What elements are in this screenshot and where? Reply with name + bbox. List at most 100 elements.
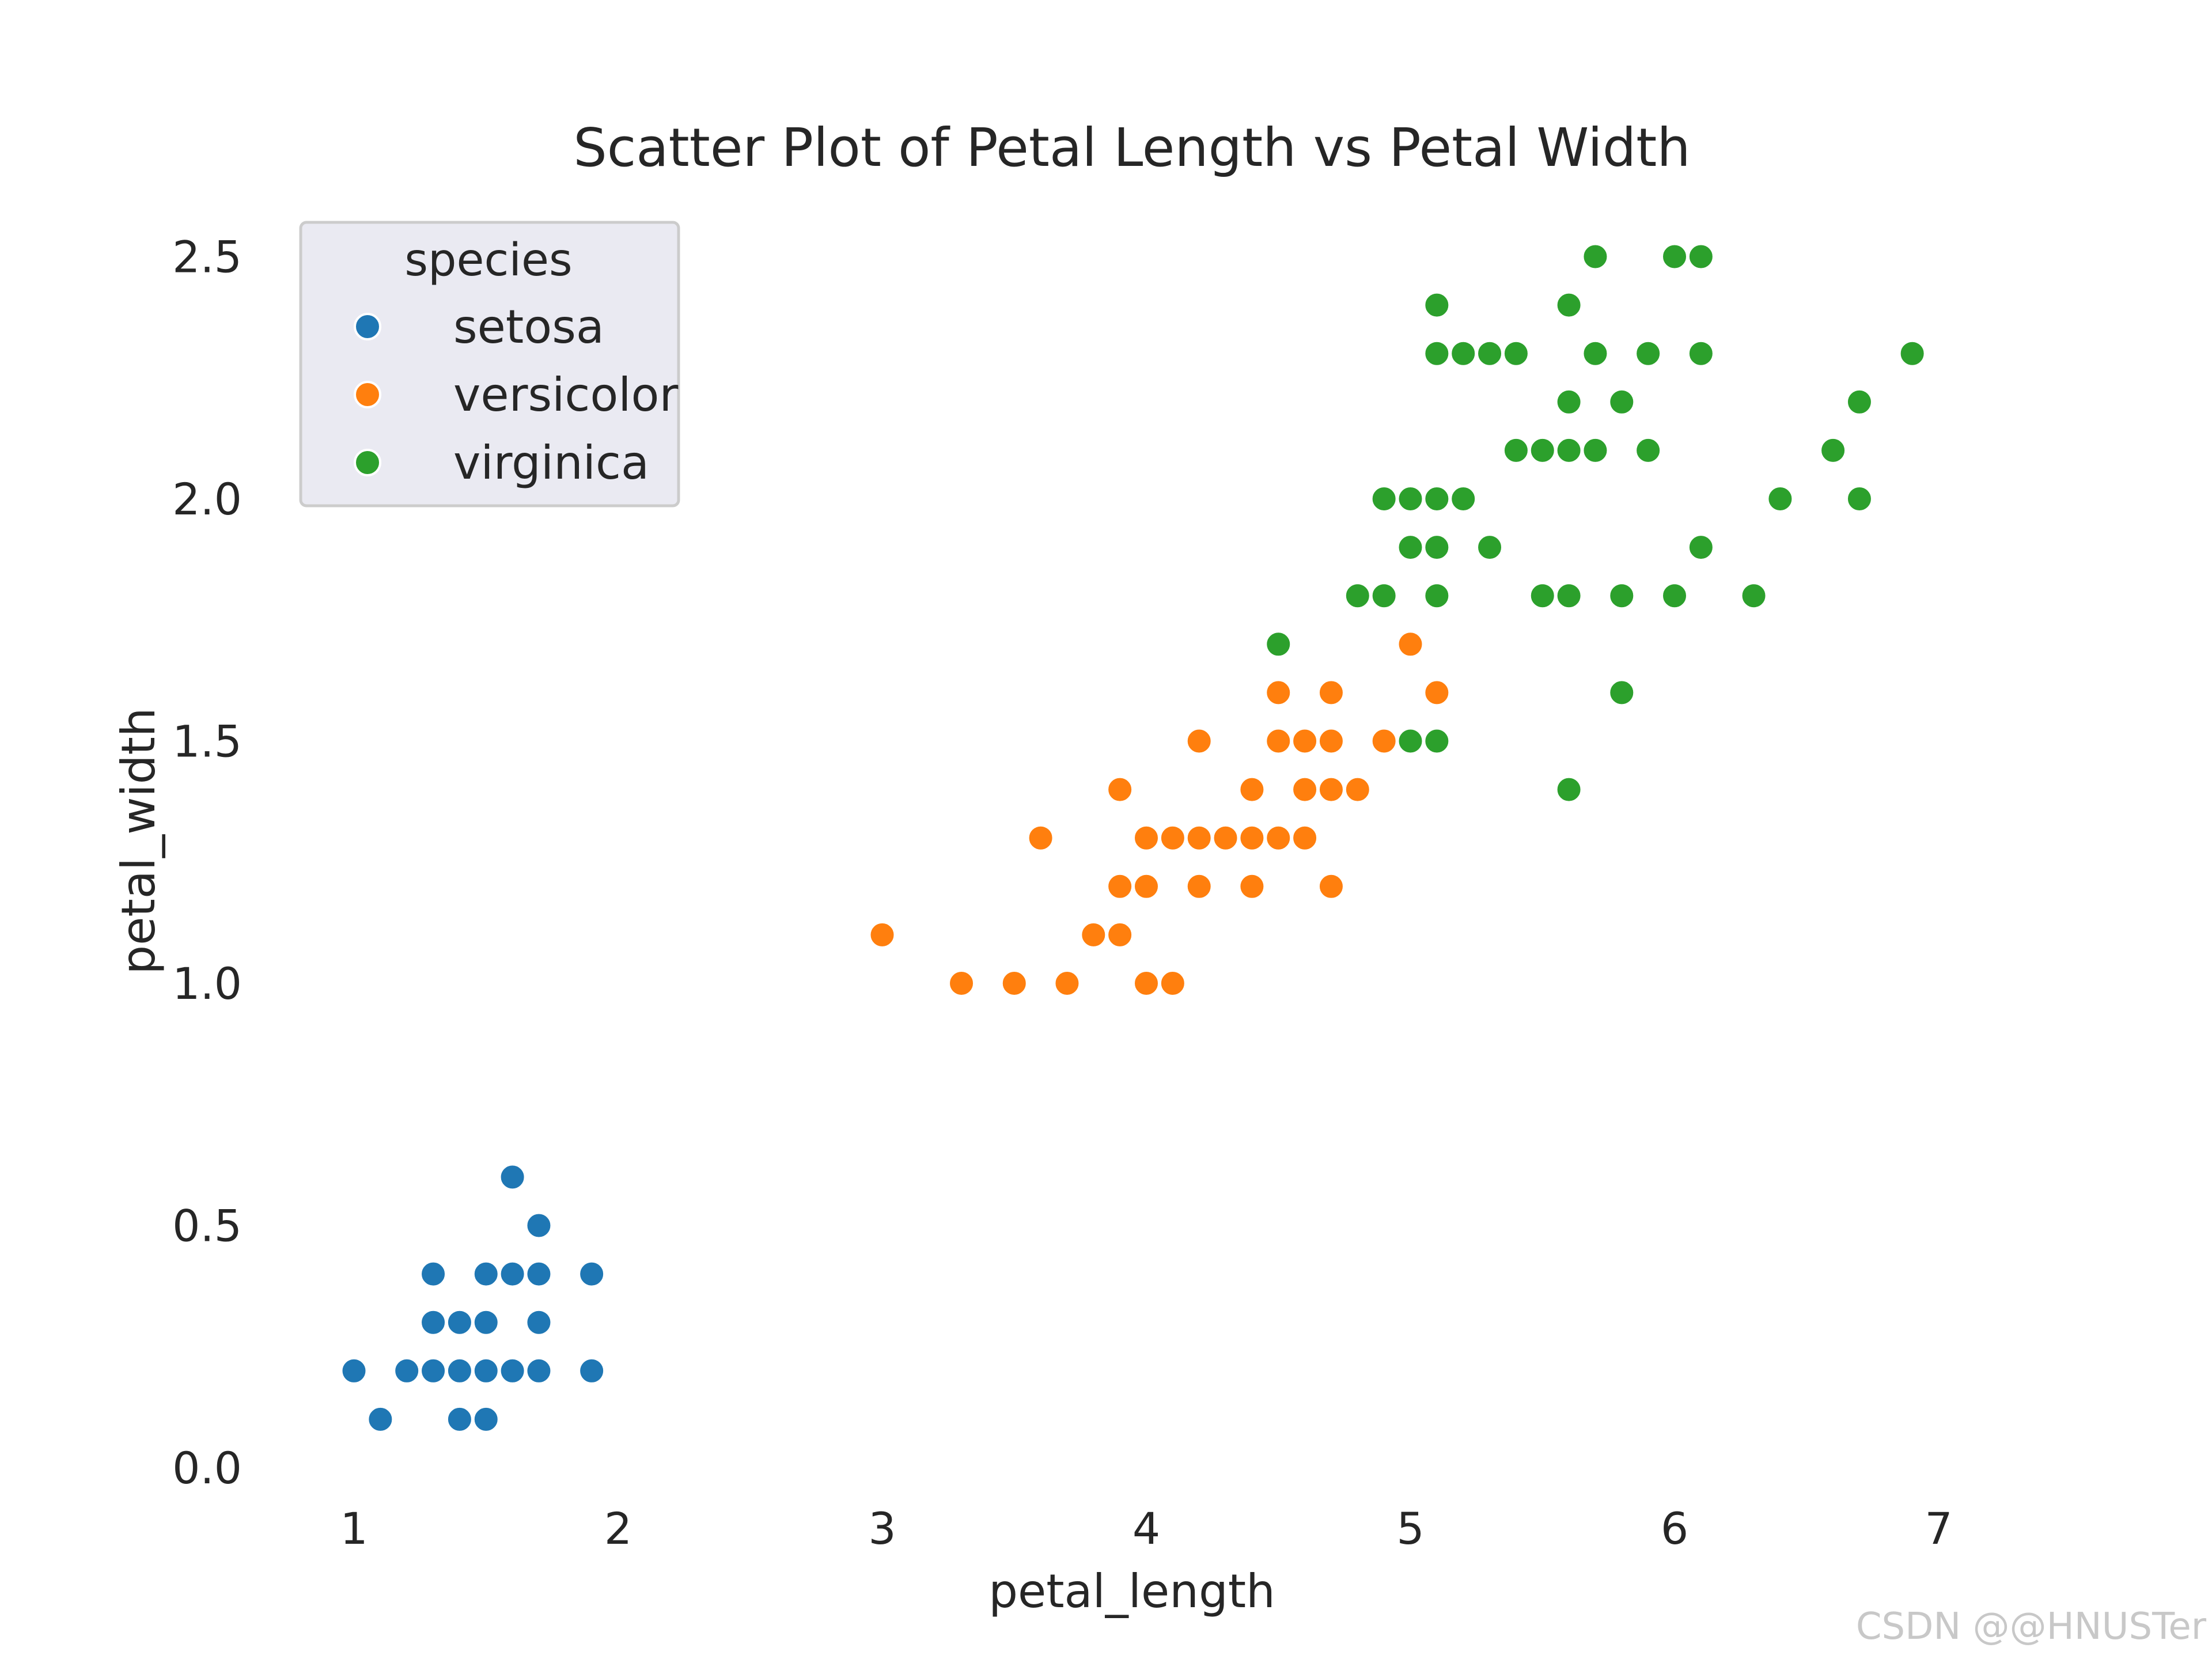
legend-marker (354, 313, 381, 340)
data-point (1185, 872, 1213, 900)
data-point (1238, 872, 1266, 900)
data-point (1106, 872, 1134, 900)
data-point (1528, 582, 1556, 610)
data-point (1423, 291, 1451, 319)
chart-title: Scatter Plot of Petal Length vs Petal Wi… (573, 117, 1690, 179)
data-point (1423, 582, 1451, 610)
data-point (1291, 775, 1319, 804)
data-point (1502, 339, 1530, 368)
data-point (419, 1260, 448, 1288)
data-point (525, 1260, 553, 1288)
data-point (1185, 727, 1213, 755)
data-point (1634, 339, 1662, 368)
data-point (1423, 727, 1451, 755)
data-point (1291, 824, 1319, 852)
data-point (1106, 775, 1134, 804)
data-point (1211, 824, 1240, 852)
data-point (1264, 630, 1293, 658)
data-point (1608, 582, 1636, 610)
x-tick-label: 7 (1925, 1503, 1952, 1554)
x-tick-label: 6 (1661, 1503, 1688, 1554)
data-point (1238, 824, 1266, 852)
data-point (1370, 582, 1398, 610)
data-point (1845, 485, 1873, 513)
data-point (1555, 436, 1583, 464)
data-point (1264, 727, 1293, 755)
data-point (1449, 485, 1478, 513)
data-point (1317, 679, 1345, 707)
data-point (1053, 969, 1081, 997)
legend-label: virginica (453, 436, 649, 490)
y-tick-label: 1.5 (172, 716, 242, 767)
x-tick-label: 3 (868, 1503, 896, 1554)
series-setosa (340, 1163, 606, 1433)
data-point (1080, 921, 1108, 949)
data-point (1555, 775, 1583, 804)
data-point (1238, 775, 1266, 804)
data-point (1634, 436, 1662, 464)
data-point (525, 1308, 553, 1336)
data-point (578, 1260, 606, 1288)
y-tick-label: 1.0 (172, 958, 242, 1009)
data-point (868, 921, 896, 949)
data-point (1476, 533, 1504, 562)
data-point (1845, 388, 1873, 416)
data-point (1370, 485, 1398, 513)
data-point (419, 1308, 448, 1336)
x-tick-label: 1 (340, 1503, 368, 1554)
data-point (1555, 291, 1583, 319)
data-point (1396, 630, 1425, 658)
x-tick-label: 5 (1396, 1503, 1424, 1554)
data-point (1132, 824, 1160, 852)
y-tick-label: 2.5 (172, 232, 242, 283)
data-point (1132, 969, 1160, 997)
legend-items: setosa versicolor virginica (354, 300, 678, 490)
data-point (1343, 582, 1372, 610)
data-point (1581, 436, 1609, 464)
data-point (1898, 339, 1926, 368)
data-point (1687, 533, 1715, 562)
series-versicolor (868, 630, 1451, 997)
series-virginica (1264, 243, 1926, 804)
y-tick-label: 2.0 (172, 474, 242, 525)
data-point (1158, 824, 1187, 852)
data-point (498, 1357, 527, 1385)
data-point (1343, 775, 1372, 804)
data-point (1555, 582, 1583, 610)
data-point (1687, 243, 1715, 271)
data-point (445, 1405, 474, 1433)
data-point (1370, 727, 1398, 755)
data-point (1158, 969, 1187, 997)
data-point (1476, 339, 1504, 368)
data-point (1740, 582, 1768, 610)
data-point (472, 1405, 500, 1433)
y-tick-label: 0.0 (172, 1442, 242, 1494)
data-point (393, 1357, 421, 1385)
data-point (1396, 533, 1425, 562)
legend-label: setosa (453, 300, 604, 354)
data-point (578, 1357, 606, 1385)
legend-marker (354, 449, 381, 476)
data-point (1608, 388, 1636, 416)
data-point (525, 1357, 553, 1385)
data-point (1819, 436, 1847, 464)
data-point (525, 1211, 553, 1240)
legend-marker (354, 381, 381, 408)
data-point (340, 1357, 368, 1385)
data-point (445, 1308, 474, 1336)
data-point (1423, 533, 1451, 562)
data-point (1106, 921, 1134, 949)
data-point (1264, 824, 1293, 852)
data-point (1423, 679, 1451, 707)
data-point (1528, 436, 1556, 464)
data-point (1396, 485, 1425, 513)
data-point (1317, 872, 1345, 900)
data-point (1423, 339, 1451, 368)
legend-title: species (404, 234, 572, 286)
x-tick-label: 2 (604, 1503, 632, 1554)
data-point (445, 1357, 474, 1385)
data-point (1581, 243, 1609, 271)
data-point (498, 1163, 527, 1191)
data-point (1502, 436, 1530, 464)
data-point (1027, 824, 1055, 852)
